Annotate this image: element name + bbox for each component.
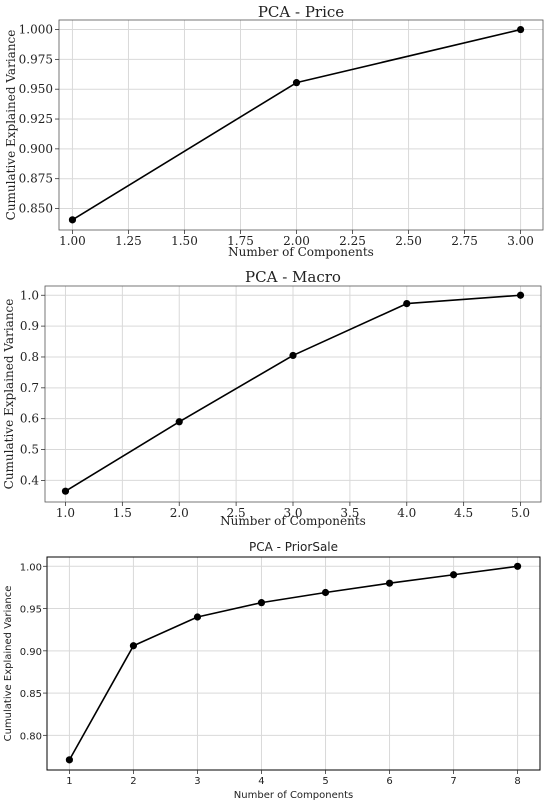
y-tick-label: 0.85 [20, 689, 42, 700]
y-tick-label: 1.00 [20, 562, 42, 573]
x-tick-label: 1.25 [115, 234, 142, 248]
data-point [129, 642, 138, 650]
data-point [321, 588, 330, 597]
x-tick-label: 2 [130, 776, 136, 787]
x-tick-label: 5.0 [511, 506, 530, 520]
x-tick-label: 2.00 [283, 234, 310, 248]
x-axis-label: Number of Components [220, 514, 366, 528]
data-point [516, 291, 525, 299]
y-tick-label: 0.925 [19, 112, 53, 126]
y-tick-label: 0.9 [20, 319, 39, 333]
chart-pca-price: 1.00 1.25 1.50 1.75 2.00 2.25 2.50 2.75 3.00 0.85… [4, 3, 544, 259]
x-tick-label: 2.50 [395, 234, 422, 248]
y-tick-label: 1.0 [20, 288, 39, 302]
data-point [403, 299, 411, 308]
x-tick-label: 4 [258, 776, 264, 787]
y-tick-label: 0.4 [20, 473, 39, 487]
x-axis-label: Number of Components [228, 245, 374, 259]
x-tick-label: 2.0 [170, 506, 189, 520]
data-point [68, 216, 77, 224]
y-tick-label: 0.900 [19, 142, 53, 156]
y-tick-label: 1.000 [19, 23, 53, 37]
data-point [257, 599, 266, 607]
y-axis-label: Cumulative Explained Variance [4, 30, 18, 221]
x-tick-label: 1.00 [59, 234, 86, 248]
y-axis-label: Cumulative Explained Variance [3, 586, 14, 742]
x-tick-label: 2.25 [339, 234, 366, 248]
chart-title: PCA - PriorSale [249, 540, 338, 554]
y-tick-label: 0.90 [20, 647, 42, 658]
x-tick-label: 2.5 [227, 506, 246, 520]
x-tick-label: 8 [514, 776, 520, 787]
data-point [61, 487, 70, 495]
x-tick-label: 5 [322, 776, 328, 787]
data-point [292, 79, 301, 87]
x-tick-label: 3.5 [340, 506, 359, 520]
y-tick-label: 0.8 [20, 350, 39, 364]
chart-pca-macro: 1.0 1.5 2.0 2.5 3.0 3.5 4.0 4.5 5.0 0.4 0.5 0.6 0.7 0… [2, 268, 542, 528]
chart-pca-priorsale: 1 2 3 4 5 6 7 8 0.80 0.85 0.90 0.95 1.00 PCA - PriorS… [3, 540, 541, 801]
x-tick-label: 7 [450, 776, 456, 787]
x-tick-label: 1 [66, 776, 72, 787]
data-point [449, 571, 458, 579]
x-tick-label: 4.0 [397, 506, 416, 520]
data-point [65, 756, 74, 764]
y-tick-label: 0.850 [19, 202, 53, 216]
y-tick-label: 0.875 [19, 172, 53, 186]
data-point [289, 351, 297, 360]
y-tick-label: 0.7 [20, 381, 39, 395]
y-tick-label: 0.975 [19, 52, 53, 66]
x-tick-label: 1.50 [171, 234, 198, 248]
x-tick-label: 3.00 [507, 234, 534, 248]
plot-area [58, 19, 544, 231]
chart-title: PCA - Price [258, 3, 344, 21]
x-tick-label: 3.0 [283, 506, 302, 520]
x-tick-label: 3 [194, 776, 200, 787]
plot-area [46, 556, 541, 771]
data-point [193, 613, 202, 621]
y-axis-label: Cumulative Explained Variance [2, 299, 16, 490]
x-tick-label: 6 [386, 776, 392, 787]
x-tick-label: 1.75 [227, 234, 254, 248]
data-point [385, 579, 394, 587]
y-tick-label: 0.5 [20, 443, 39, 457]
y-tick-label: 0.95 [20, 605, 42, 616]
series-line [68, 565, 518, 761]
x-axis-label: Number of Components [234, 790, 353, 801]
y-tick-label: 0.6 [20, 412, 39, 426]
x-tick-label: 1.5 [113, 506, 132, 520]
y-tick-label: 0.950 [19, 82, 53, 96]
x-tick-label: 4.5 [454, 506, 473, 520]
y-tick-label: 0.80 [20, 731, 42, 742]
data-point [175, 418, 183, 426]
chart-title: PCA - Macro [245, 268, 341, 286]
x-tick-label: 1.0 [56, 506, 75, 520]
data-point [516, 25, 525, 34]
x-tick-label: 2.75 [451, 234, 478, 248]
data-point [513, 562, 522, 570]
